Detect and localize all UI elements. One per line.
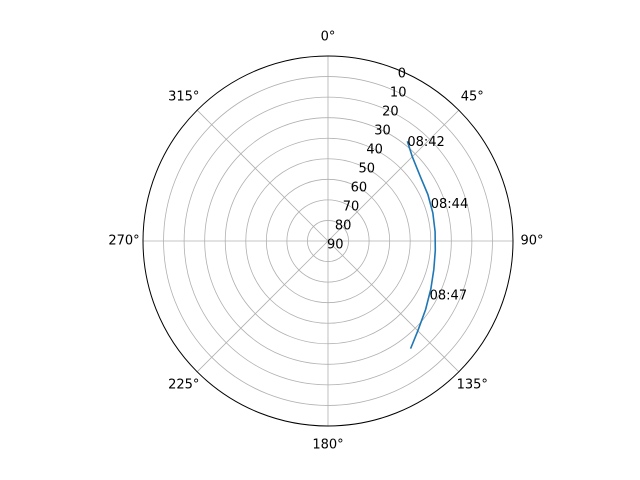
angle-tick-label: 180° [312, 438, 343, 453]
angle-tick-label: 90° [520, 234, 543, 249]
polar-outer-frame [142, 55, 514, 427]
angle-tick-label: 0° [321, 30, 336, 45]
angle-tick-label: 270° [108, 234, 139, 249]
angular-gridline [327, 109, 460, 242]
angular-gridline [327, 240, 460, 373]
tick-labels: 0° 45° 90° 135° 180° 225° 270° 315° 0 10 20 30 40 50 6… [108, 30, 543, 453]
polar-grid [143, 56, 513, 426]
radial-tick-label: 80 [335, 219, 352, 234]
angle-tick-label: 45° [461, 89, 484, 104]
radial-tick-label: 40 [366, 143, 383, 158]
angular-gridline [196, 109, 329, 242]
radial-tick-label: 0 [398, 67, 406, 82]
time-annotation: 08:44 [431, 197, 468, 212]
radial-tick-label: 50 [358, 162, 375, 177]
radial-tick-label: 20 [382, 105, 399, 120]
angle-tick-label: 315° [168, 89, 199, 104]
angular-gridline [196, 240, 329, 373]
angle-tick-label: 225° [168, 378, 199, 393]
radial-tick-label: 60 [351, 181, 368, 196]
trajectory-line [406, 141, 437, 349]
time-annotation: 08:42 [407, 135, 444, 150]
series-layer [406, 141, 437, 349]
radial-tick-label: 30 [374, 124, 391, 139]
time-annotation: 08:47 [430, 289, 467, 304]
radial-tick-label: 10 [390, 86, 407, 101]
radial-tick-label: 70 [343, 200, 360, 215]
time-annotations: 08:42 08:44 08:47 [407, 135, 468, 304]
radial-tick-label: 90 [327, 238, 344, 253]
angle-tick-label: 135° [457, 378, 488, 393]
